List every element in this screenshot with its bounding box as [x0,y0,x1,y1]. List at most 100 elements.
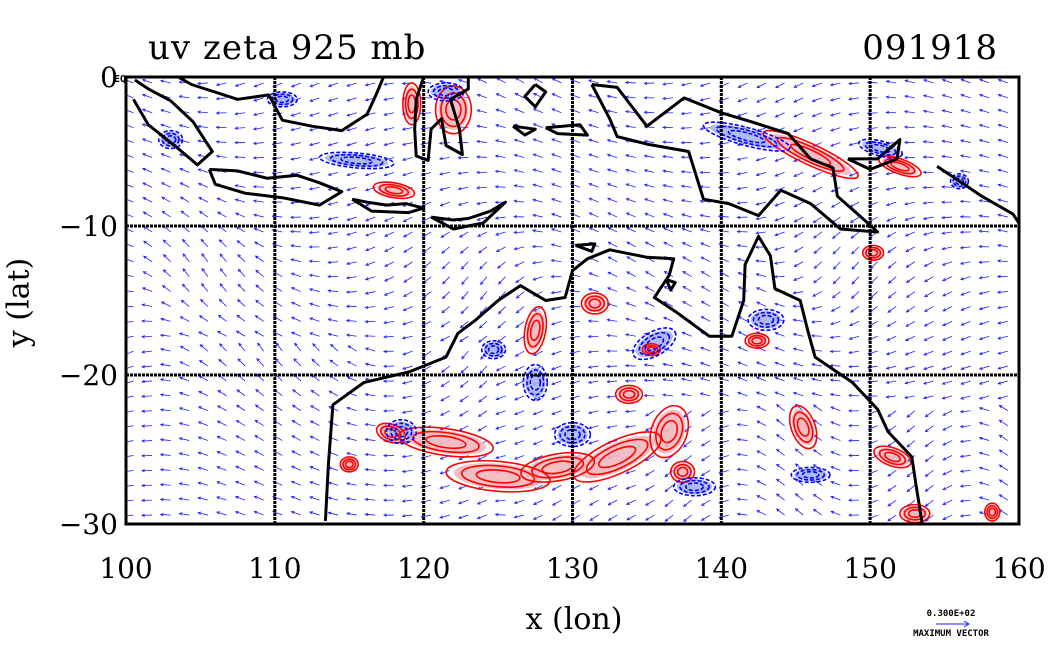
wind-vector [552,244,562,247]
wind-vector [608,228,617,232]
wind-vector [235,185,245,188]
wind-vector [626,380,636,383]
wind-vector [738,172,748,175]
wind-vector [701,229,711,232]
wind-vector [254,228,263,232]
wind-vector [256,405,264,411]
wind-vector [813,172,822,176]
wind-vector [757,511,766,516]
wind-vector [163,240,170,247]
wind-vector [216,112,226,115]
wind-vector [236,331,245,336]
wind-vector [459,515,468,519]
wind-vector [702,272,711,277]
wind-vector [998,124,1008,127]
wind-vector [702,515,710,520]
wind-vector [329,83,338,87]
plot-title: uv zeta 925 mb [148,28,426,68]
wind-vector [626,154,636,157]
wind-vector [834,262,841,269]
wind-vector [384,454,394,457]
wind-vector [217,497,226,501]
wind-vector [943,441,952,445]
wind-vector [462,292,469,300]
wind-vector [220,254,226,262]
wind-vector [663,97,673,100]
wind-vector [254,142,264,145]
wind-vector [737,513,747,516]
wind-vector [775,217,784,221]
wind-vector [851,232,859,238]
wind-vector [830,364,840,367]
wind-vector [942,125,952,128]
wind-vector [923,171,933,174]
wind-vector [998,306,1008,309]
wind-vector [980,407,990,410]
wind-vector [886,80,896,83]
wind-vector [181,211,189,217]
wind-vector [757,362,766,366]
wind-vector [198,512,208,515]
wind-vector [589,441,599,445]
wind-vector [496,155,506,158]
wind-vector [925,455,933,461]
wind-vector [516,336,524,342]
wind-vector [627,287,636,291]
positive-vorticity-feature-fill [767,128,855,181]
wind-vector [533,426,542,430]
wind-vector [384,395,394,398]
wind-vector [702,470,710,475]
wind-vector [515,396,524,400]
wind-vector [682,332,691,336]
wind-vector [219,299,226,306]
wind-vector [477,156,487,159]
wind-vector [943,515,952,519]
wind-vector [794,113,803,117]
wind-vector [440,172,450,175]
wind-vector [888,500,896,506]
wind-vector [534,500,543,504]
wind-vector [943,321,952,325]
wind-vector [496,500,506,503]
wind-vector [384,83,394,86]
wind-vector [292,496,301,500]
wind-vector [961,515,971,518]
wind-vector [738,347,747,351]
wind-vector [756,157,766,160]
wind-vector [292,287,301,291]
wind-vector [980,422,990,425]
wind-vector [980,396,990,399]
wind-vector [608,213,617,217]
wind-vector [347,187,357,190]
wind-vector [236,436,245,441]
wind-vector [607,319,617,322]
wind-vector [961,200,971,203]
wind-vector [385,292,394,296]
wind-vector [961,277,971,280]
wind-vector [831,481,840,485]
wind-vector [646,485,655,490]
wind-vector [312,359,319,366]
wind-vector [254,98,264,101]
wind-vector [831,98,841,101]
wind-vector [775,172,784,176]
wind-vector [442,247,450,253]
wind-vector [795,247,804,252]
wind-vector [552,336,561,340]
wind-vector [738,187,748,190]
wind-vector [533,261,543,264]
wind-vector [329,391,338,396]
wind-vector [347,128,357,131]
wind-vector [477,187,487,190]
wind-vector [161,439,171,442]
wind-vector [384,172,394,175]
wind-vector [777,464,785,470]
wind-vector [220,344,227,351]
legend-value: 0.300E+02 [886,608,1016,620]
wind-vector [887,336,896,340]
wind-vector [831,407,840,411]
wind-vector [276,343,282,351]
wind-vector [886,127,896,130]
wind-vector [999,435,1007,440]
wind-vector [217,482,226,486]
